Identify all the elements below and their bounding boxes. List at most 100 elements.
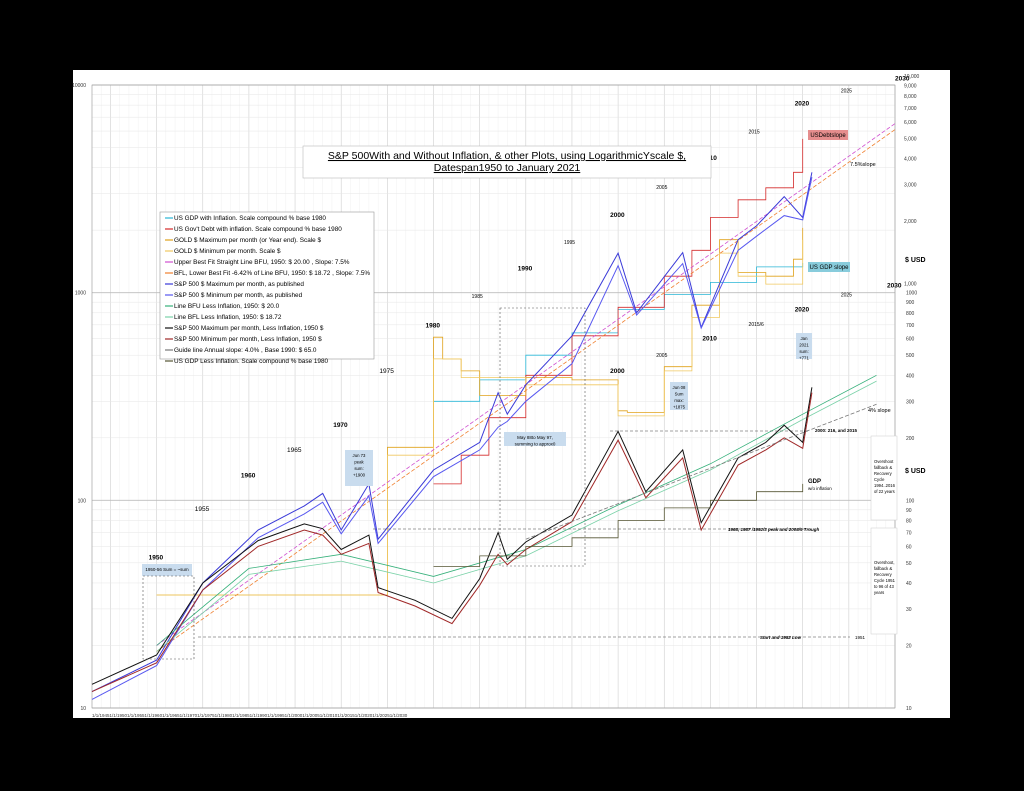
box-jun08-label: Sum	[675, 392, 684, 397]
box-1950s-label-box	[142, 564, 192, 576]
decade-label-upper: 1955	[195, 506, 210, 513]
overshoot-lower-text: to 96 of 43	[874, 584, 894, 589]
y-unit-label-lower: $ USD	[905, 468, 926, 475]
legend-entry: Line BFU Less Inflation, 1950: $ 20.0	[174, 303, 280, 310]
overshoot-upper-text: 1994..2016	[874, 483, 896, 488]
legend-entry: GOLD $ Maximum per month (or Year end). …	[174, 237, 321, 244]
decade-label-lower: 2025	[841, 292, 852, 298]
legend-entry: US GDP Less Inflation. Scale compound % …	[174, 358, 329, 365]
overshoot-lower-text: years	[874, 590, 884, 595]
legend-entry: S&P 500 $ Maximum per month, as publishe…	[174, 281, 304, 288]
right-tick-label-lower: 10	[906, 706, 912, 712]
overshoot-upper-box	[870, 435, 898, 521]
right-tick-label-upper: 7,000	[904, 106, 917, 112]
right-tick-label-lower: 80	[906, 518, 912, 524]
legend-entry: GOLD $ Minimum per month. Scale $	[174, 248, 281, 255]
right-tick-label-upper: 8,000	[904, 94, 917, 100]
right-tick-label-lower: 300	[906, 399, 915, 405]
right-tick-label-lower: 50	[906, 561, 912, 567]
tick-layer: 10000 1000 100 10 10,000 9,000 8,000 7,000 6,000…	[72, 74, 919, 712]
overshoot-upper-text: fallback &	[874, 465, 892, 470]
decade-label-upper: 1980	[426, 322, 441, 329]
left-tick-label: 10000	[72, 83, 86, 89]
overshoot-lower-box	[870, 527, 898, 635]
right-tick-label-upper: 10,000	[904, 74, 920, 80]
legend-entry: S&P 500 Minimum per month, Less Inflatio…	[174, 336, 322, 343]
dashed-box-1988-1997	[499, 307, 586, 567]
right-tick-label-lower: 700	[906, 323, 915, 329]
overshoot-lower-text: fallback &	[874, 566, 892, 571]
overshoot-upper-text: Recovery	[874, 471, 893, 476]
right-tick-label-upper: 1,000	[904, 282, 917, 288]
slope-4-label: 4% slope	[868, 408, 891, 414]
decade-label-lower: 2015/6	[749, 322, 765, 328]
box-jan2021-label: +771	[799, 356, 809, 361]
usdebt-slope-label-box	[808, 130, 848, 140]
box-jun08-label: +1875	[673, 405, 686, 410]
decade-label-lower: 2005	[656, 353, 667, 359]
decade-label-upper: 1985	[472, 294, 483, 300]
usdebt-slope-label: USDebtslope	[810, 133, 846, 139]
box-jan2021-label: Jan	[801, 336, 809, 341]
box-jun08-label-box	[670, 382, 688, 410]
decade-label-upper: 2000	[610, 212, 625, 219]
box-may88-label: summing to approx0	[515, 442, 556, 447]
box-jan2021-label-box	[796, 333, 812, 359]
decade-label-upper: 1965	[287, 447, 302, 454]
left-tick-label: 10	[80, 706, 86, 712]
box-jun73-label: +1900	[353, 473, 366, 478]
grid	[91, 84, 896, 709]
gdp-noinf-sub-label: w/o inflation	[808, 486, 832, 491]
decade-label-upper: 1960	[241, 472, 256, 479]
right-tick-label-upper: 2,000	[904, 219, 917, 225]
left-tick-label: 1000	[75, 291, 86, 297]
decade-label-upper: 2025	[841, 89, 852, 95]
decade-label-lower: 2010	[702, 335, 717, 342]
right-tick-label-upper: 3,000	[904, 183, 917, 189]
series-line-10	[91, 387, 813, 685]
decade-label-upper: 2005	[656, 185, 667, 191]
box-jan2021-label: sum:	[799, 349, 808, 354]
right-tick-label-lower: 400	[906, 373, 915, 379]
series-layer	[91, 123, 896, 700]
right-tick-label-upper: 6,000	[904, 120, 917, 126]
right-tick-label-lower: 800	[906, 311, 915, 317]
decade-label-upper: 1990	[518, 265, 533, 272]
legend-entry: Guide line Annual slope: 4.0% , Base 199…	[174, 347, 317, 354]
low-line-label: Start and 1982 Low	[760, 635, 802, 640]
usgdp-slope-label: US GDP slope	[810, 265, 850, 271]
chart-title-line2: Datespan1950 to January 2021	[434, 162, 581, 174]
trough-line-label: 1968, 1987 /1992/3 peak and 2008/9 Troug…	[728, 527, 819, 532]
overshoot-upper-text: Cycle	[874, 477, 885, 482]
right-tick-label-lower: 60	[906, 544, 912, 550]
series-line-6	[91, 172, 813, 693]
box-may88-label-box	[504, 432, 566, 446]
low-line-year: 1951	[855, 635, 866, 640]
right-tick-label-upper: 9,000	[904, 84, 917, 90]
decade-label-upper: 1995	[564, 240, 575, 246]
right-tick-label-lower: 40	[906, 581, 912, 587]
box-jun73-label-box	[345, 450, 373, 486]
box-jun73-label: Jun 73	[353, 453, 367, 458]
box-jun08-label: max:	[674, 398, 683, 403]
overshoot-lower-text: Cycle 1951	[874, 578, 896, 583]
right-tick-label-lower: 500	[906, 353, 915, 359]
right-tick-label-lower: 70	[906, 531, 912, 537]
overshoot-upper-text: Overshoot	[874, 459, 894, 464]
decade-label-upper: 1975	[379, 368, 394, 375]
right-tick-label-lower: 20	[906, 643, 912, 649]
box-jun73-label: peak	[354, 460, 364, 465]
right-tick-label-lower: 1000	[906, 291, 917, 297]
legend-box	[159, 211, 375, 360]
right-tick-label-upper: 4,000	[904, 157, 917, 163]
y-unit-label-upper: $ USD	[905, 257, 926, 264]
box-may88-label: May 88to May 97,	[517, 435, 553, 440]
right-tick-label-lower: 30	[906, 607, 912, 613]
legend-entry: Line BFL Less Inflation, 1950: $ 18.72	[174, 314, 282, 321]
box-jan2021-label: 2021	[799, 343, 809, 348]
left-tick-label: 100	[78, 498, 87, 504]
legend-entry: US GDP with Inflation. Scale compound % …	[174, 215, 326, 222]
legend-entry: BFL, Lower Best Fit -6.42% of Line BFU, …	[174, 270, 370, 277]
